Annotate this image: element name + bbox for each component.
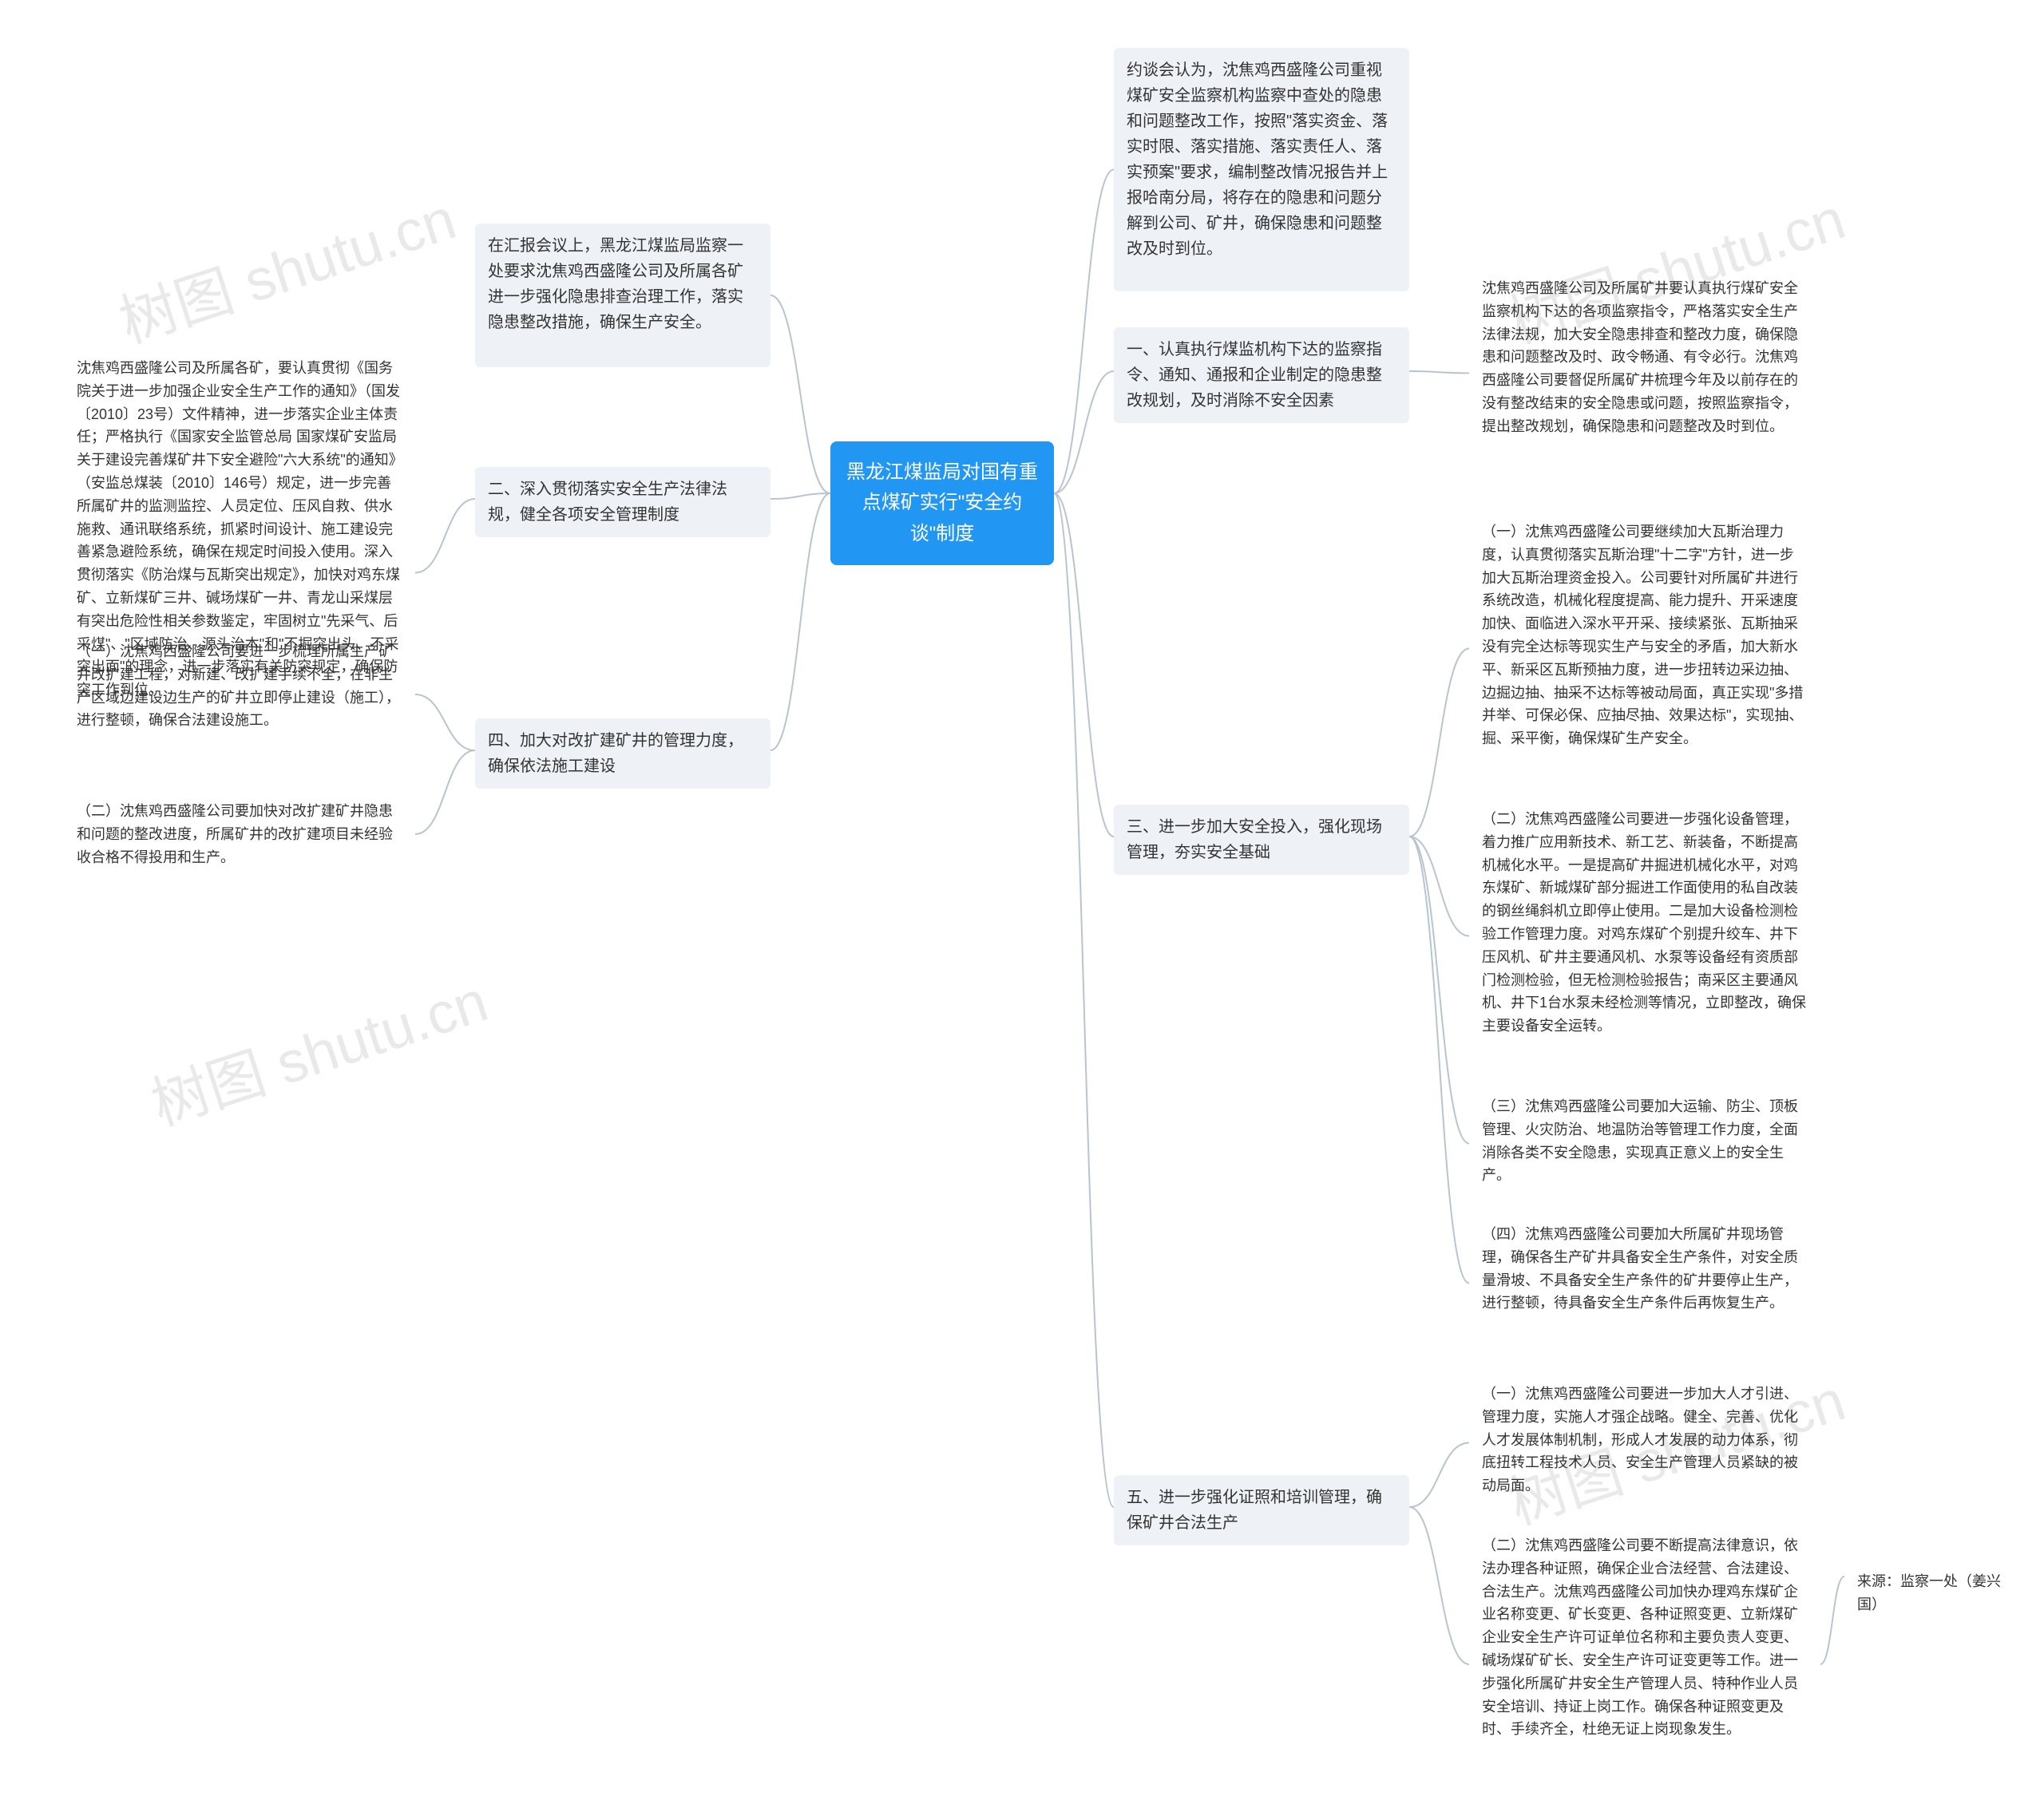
leaf-node: （二）沈焦鸡西盛隆公司要不断提高法律意识，依法办理各种证照，确保企业合法经营、合… [1469, 1525, 1820, 1804]
leaf-node: 沈焦鸡西盛隆公司及所属矿井要认真执行煤矿安全监察机构下达的各项监察指令，严格落实… [1469, 267, 1820, 479]
watermark: 树图 shutu.cn [107, 172, 464, 359]
branch-node: 在汇报会议上，黑龙江煤监局监察一处要求沈焦鸡西盛隆公司及所属各矿进一步强化隐患排… [475, 224, 770, 367]
leaf-node: （二）沈焦鸡西盛隆公司要进一步强化设备管理，着力推广应用新技术、新工艺、新装备，… [1469, 798, 1820, 1074]
leaf-node: （一）沈焦鸡西盛隆公司要进一步梳理所属生产矿井改扩建工程，对新建、改扩建手续不全… [64, 631, 415, 758]
branch-node: 约谈会认为，沈焦鸡西盛隆公司重视煤矿安全监察机构监察中查处的隐患和问题整改工作，… [1114, 48, 1409, 291]
leaf-node: （二）沈焦鸡西盛隆公司要加快对改扩建矿井隐患和问题的整改进度，所属矿井的改扩建项… [64, 790, 415, 878]
root-node: 黑龙江煤监局对国有重点煤矿实行"安全约谈"制度 [830, 441, 1054, 565]
branch-node: 五、进一步强化证照和培训管理，确保矿井合法生产 [1114, 1475, 1409, 1545]
watermark: 树图 shutu.cn [139, 954, 496, 1141]
mindmap-canvas: 树图 shutu.cn树图 shutu.cn树图 shutu.cn树图 shut… [0, 0, 2044, 1714]
leaf-node: （三）沈焦鸡西盛隆公司要加大运输、防尘、顶板管理、火灾防治、地温防治等管理工作力… [1469, 1086, 1820, 1201]
branch-node: 四、加大对改扩建矿井的管理力度，确保依法施工建设 [475, 718, 770, 789]
sub-leaf-node: 来源：监察一处（姜兴国） [1844, 1561, 2028, 1626]
leaf-node: （四）沈焦鸡西盛隆公司要加大所属矿井现场管理，确保各生产矿井具备安全生产条件，对… [1469, 1213, 1820, 1353]
branch-node: 二、深入贯彻落实安全生产法律法规，健全各项安全管理制度 [475, 467, 770, 537]
branch-node: 三、进一步加大安全投入，强化现场管理，夯实安全基础 [1114, 805, 1409, 875]
leaf-node: （一）沈焦鸡西盛隆公司要继续加大瓦斯治理力度，认真贯彻落实瓦斯治理"十二字"方针… [1469, 511, 1820, 786]
leaf-node: （一）沈焦鸡西盛隆公司要进一步加大人才引进、管理力度，实施人才强企战略。健全、完… [1469, 1373, 1820, 1513]
branch-node: 一、认真执行煤监机构下达的监察指令、通知、通报和企业制定的隐患整改规划，及时消除… [1114, 327, 1409, 423]
